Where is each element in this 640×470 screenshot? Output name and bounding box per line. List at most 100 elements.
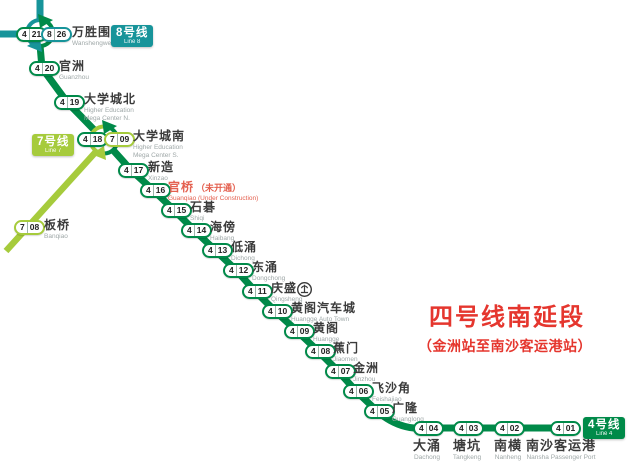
station-name-en: Tangkeng <box>452 453 482 461</box>
badge-station-number: 01 <box>565 423 576 433</box>
loop-arrow-line4 <box>102 120 117 134</box>
station-badge-dongchong: 4 12 <box>223 263 255 278</box>
station-label-qingsheng: 庆盛 Qingsheng <box>271 282 302 304</box>
badge-line-number: 4 <box>79 134 91 145</box>
station-badge-tangkeng: 4 03 <box>453 421 485 436</box>
station-name-en: Huangge Auto Town <box>291 315 350 323</box>
station-name-en: Banqiao <box>44 232 68 240</box>
badge-station-number: 26 <box>56 29 67 39</box>
line7-chip-label: 7号线 <box>37 136 70 148</box>
station-name-en: Xinzao <box>148 174 168 182</box>
badge-line-number: 4 <box>204 245 216 256</box>
line7-chip: 7号线 Line 7 <box>32 134 75 156</box>
badge-line-number: 4 <box>455 423 467 434</box>
badge-line-number: 4 <box>552 423 564 434</box>
station-name-en: Qingsheng <box>271 295 303 303</box>
station-name-zh: 蕉门 <box>333 341 360 355</box>
station-name-en: Guanglong <box>392 415 424 423</box>
badge-station-number: 15 <box>176 205 187 215</box>
station-badge-guanglong: 4 05 <box>364 404 396 419</box>
station-name-zh: 庆盛 <box>271 281 298 295</box>
station-label-tangkeng: 塘坑 Tangkeng <box>453 439 481 462</box>
station-label-wanshengwei: 万胜围 Wanshengwei <box>72 26 113 48</box>
badge-line-number: 4 <box>31 63 43 74</box>
station-name-en: Guanzhou <box>59 73 89 81</box>
station-name-zh: 大学城北 <box>84 92 137 106</box>
badge-station-number: 20 <box>44 63 55 73</box>
extension-subtitle: （金洲站至南沙客运港站） <box>418 338 592 354</box>
loop-arrow-line4 <box>38 14 53 28</box>
station-name-zh: 官洲 <box>59 59 86 73</box>
station-name-zh: 金洲 <box>353 361 380 375</box>
badge-line-number: 4 <box>307 346 319 357</box>
station-name-zh: 新造 <box>148 160 175 174</box>
station-badge-banqiao: 7 08 <box>14 220 46 235</box>
station-name-zh: 官桥 （未开通） <box>168 180 242 194</box>
badge-station-number: 07 <box>340 366 351 376</box>
badge-line-number: 4 <box>327 366 339 377</box>
badge-line-number: 7 <box>16 222 28 233</box>
station-label-shiqi: 石碁 Shiqi <box>190 201 216 223</box>
station-name-en: Nanheng <box>494 453 522 461</box>
station-label-banqiao: 板桥 Banqiao <box>44 219 70 241</box>
station-badge-hemc-south: 4 18 <box>77 132 109 147</box>
line4-chip: 4号线 Line 4 <box>583 417 626 439</box>
station-label-huangge-auto-town: 黄阁汽车城 Huangge Auto Town <box>291 302 356 324</box>
station-badge-nanheng: 4 02 <box>494 421 526 436</box>
station-name-zh: 万胜围 <box>72 25 112 39</box>
station-label-guanzhou: 官洲 Guanzhou <box>59 60 89 82</box>
station-badge-guanqiao: 4 16 <box>140 183 172 198</box>
station-name-en: Huangge <box>313 335 340 343</box>
badge-station-number: 16 <box>155 185 166 195</box>
station-badge-wanshengwei: 8 26 <box>41 27 73 42</box>
extension-title: 四号线南延段 <box>429 304 585 331</box>
station-label-dichong: 低涌 Dichong <box>231 241 257 263</box>
station-badge-jiaomen: 4 08 <box>305 344 337 359</box>
badge-station-number: 12 <box>238 265 249 275</box>
line4-chip-label: 4号线 <box>588 419 621 431</box>
station-name-zh: 东涌 <box>252 260 279 274</box>
station-badge-guanzhou: 4 20 <box>29 61 61 76</box>
badge-station-number: 14 <box>196 225 207 235</box>
station-label-dachong: 大涌 Dachong <box>413 439 441 462</box>
station-label-guanqiao: 官桥 （未开通） Guanqiao (Under Construction) <box>168 181 258 203</box>
station-name-en: Wanshengwei <box>72 39 113 47</box>
station-badge-haibang: 4 14 <box>181 223 213 238</box>
station-label-haibang: 海傍 Haibang <box>210 221 236 243</box>
station-name-en: Jiaomen <box>333 355 358 363</box>
badge-station-number: 21 <box>31 29 42 39</box>
station-badge-huangge: 4 09 <box>284 324 316 339</box>
station-badge-huangge-auto-town: 4 10 <box>262 304 294 319</box>
station-label-nansha-passenger-port: 南沙客运港 Nansha Passenger Port <box>526 439 596 462</box>
station-name-en: Dichong <box>231 254 255 262</box>
badge-station-number: 18 <box>92 134 103 144</box>
station-name-zh: 南沙客运港 <box>525 438 597 453</box>
badge-line-number: 4 <box>18 29 30 40</box>
badge-station-number: 10 <box>277 306 288 316</box>
station-name-zh: 石碁 <box>190 200 217 214</box>
station-name-zh: 黄阁 <box>313 321 340 335</box>
station-name-zh: 大学城南 <box>133 129 186 143</box>
station-name-zh: 海傍 <box>210 220 237 234</box>
line8-chip: 8号线 Line 8 <box>111 25 154 47</box>
station-label-feishajiao: 飞沙角 Feishajiao <box>372 382 411 404</box>
station-badge-shiqi: 4 15 <box>161 203 193 218</box>
station-status: （未开通） <box>196 183 242 193</box>
badge-line-number: 8 <box>43 29 55 40</box>
line4-chip-label-en: Line 4 <box>596 431 613 438</box>
station-name-en: Haibang <box>210 234 235 242</box>
badge-station-number: 17 <box>133 165 144 175</box>
badge-station-number: 09 <box>299 326 310 336</box>
station-badge-hemc-south: 7 09 <box>104 132 136 147</box>
station-label-jiaomen: 蕉门 Jiaomen <box>333 342 359 364</box>
badge-station-number: 08 <box>320 346 331 356</box>
badge-station-number: 11 <box>257 286 267 296</box>
station-label-xinzao: 新造 Xinzao <box>148 161 174 183</box>
loop-arrow-line7 <box>91 146 106 160</box>
station-badge-qingsheng: 4 11 <box>242 284 273 299</box>
station-badge-hemc-north: 4 19 <box>54 95 86 110</box>
station-label-huangge: 黄阁 Huangge <box>313 322 339 344</box>
railway-station-icon <box>296 281 313 298</box>
